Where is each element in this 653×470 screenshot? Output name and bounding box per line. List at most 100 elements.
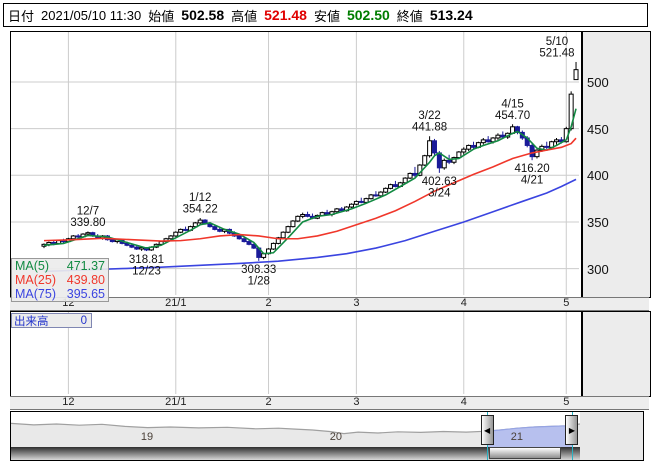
ma-line xyxy=(43,178,577,273)
x-tick-label: 12 xyxy=(62,396,75,408)
nav-left-handle-button[interactable]: ◀ xyxy=(480,415,494,445)
candle-body xyxy=(573,69,579,81)
annotation-text: 416.20 xyxy=(515,163,550,175)
annotation-text: 521.48 xyxy=(539,47,574,59)
ma25-legend-row: MA(25) 439.80 xyxy=(12,273,108,287)
annotation-text: 354.22 xyxy=(183,204,218,216)
candle-body xyxy=(134,246,140,250)
x-tick-label: 4 xyxy=(460,297,467,309)
candle-body xyxy=(207,223,213,228)
candle-body xyxy=(109,239,115,243)
x-axis-strip-main: 12 21/1 2 3 4 5 xyxy=(10,297,649,311)
nav-area xyxy=(11,423,580,447)
candle-body xyxy=(334,208,340,213)
volume-svg xyxy=(67,312,567,394)
x-tick-label: 2 xyxy=(265,396,272,408)
candle-body xyxy=(495,134,501,139)
ma75-value: 395.65 xyxy=(66,287,105,301)
volume-axis-panel xyxy=(582,311,651,397)
candle-body xyxy=(51,241,57,244)
annotation-text: 3/22 xyxy=(418,110,440,122)
nav-year-label: 21 xyxy=(510,431,523,443)
candle-body xyxy=(285,226,291,233)
navigator-filler xyxy=(580,412,643,460)
scrollbar-track[interactable] xyxy=(11,447,580,460)
ma25-name: MA(25) xyxy=(15,273,56,287)
candle-body xyxy=(192,222,198,228)
price-axis-panel: 500 450 400 350 300 xyxy=(582,31,651,298)
nav-selection-area xyxy=(487,424,573,447)
candle-body xyxy=(305,213,311,217)
candle-body xyxy=(392,184,398,188)
candle-body xyxy=(270,242,276,250)
candle-body xyxy=(300,213,306,217)
candle-body xyxy=(471,144,477,148)
x-tick-label: 2 xyxy=(265,297,272,309)
candle-body xyxy=(407,172,413,179)
navigator-svg xyxy=(11,422,580,447)
volume-value: 0 xyxy=(80,314,87,327)
candle-body xyxy=(280,231,286,239)
candle-body xyxy=(75,235,81,238)
high-label: 高値 xyxy=(231,8,258,24)
candle-body xyxy=(373,194,379,197)
annotation-text: 12/23 xyxy=(132,266,161,278)
candle-body xyxy=(275,237,281,244)
candle-body xyxy=(85,232,91,235)
candle-body xyxy=(168,235,174,240)
candle-body xyxy=(368,194,374,200)
ma75-legend-row: MA(75) 395.65 xyxy=(12,287,108,301)
annotation-text: 441.88 xyxy=(412,122,447,134)
x-axis-strip-volume: 12 21/1 2 3 4 5 xyxy=(10,396,649,410)
annotation-text: 1/12 xyxy=(189,192,211,204)
candle-body xyxy=(500,134,506,138)
x-tick-label: 21/1 xyxy=(165,297,187,309)
candle-body xyxy=(339,208,345,212)
candle-body xyxy=(461,148,467,153)
ma5-value: 471.37 xyxy=(66,259,105,273)
candle-body xyxy=(446,159,452,163)
candle-body xyxy=(466,144,472,150)
candle-body xyxy=(236,235,242,240)
ma-legend: MA(5) 471.37 MA(25) 439.80 MA(75) 395.65 xyxy=(11,258,109,302)
price-tick-label: 450 xyxy=(587,121,609,137)
price-tick-label: 400 xyxy=(587,168,609,184)
candle-body xyxy=(431,140,437,154)
annotation-text: 339.80 xyxy=(70,217,105,229)
candle-body xyxy=(290,220,296,228)
left-arrow-icon: ◀ xyxy=(483,425,491,435)
open-value: 502.58 xyxy=(181,7,225,23)
x-tick-label: 5 xyxy=(563,297,570,309)
candle-body xyxy=(441,159,447,169)
nav-right-handle-button[interactable]: ▶ xyxy=(565,415,579,445)
candle-body xyxy=(241,238,247,243)
scrollbar-thumb[interactable] xyxy=(488,447,562,459)
right-arrow-icon: ▶ xyxy=(568,425,576,435)
date-label: 日付 xyxy=(8,8,35,24)
annotation-text: 1/28 xyxy=(248,275,270,287)
candle-body xyxy=(295,215,301,222)
annotation-text: 4/21 xyxy=(521,175,543,187)
candle-body xyxy=(358,200,364,203)
candle-body xyxy=(412,172,418,176)
ma75-name: MA(75) xyxy=(15,287,56,301)
annotation-text: 318.81 xyxy=(129,254,164,266)
x-tick-label: 21/1 xyxy=(165,396,187,408)
candle-body xyxy=(349,203,355,208)
candle-body xyxy=(534,149,540,158)
high-value: 521.48 xyxy=(264,7,307,23)
candle-body xyxy=(70,235,76,240)
candle-body xyxy=(197,219,203,224)
candle-body xyxy=(554,139,560,143)
nav-year-label: 20 xyxy=(329,431,343,443)
candlestick-chart: 12/7 339.80 318.81 12/23 1/12 354.22 308.33 1/2… xyxy=(10,31,582,298)
candle-body xyxy=(139,247,145,250)
candle-body xyxy=(427,140,433,157)
x-tick-label: 5 xyxy=(563,396,570,408)
candle-body xyxy=(422,155,428,166)
annotation-text: 3/24 xyxy=(428,187,451,199)
date-value: 2021/05/10 11:30 xyxy=(41,7,142,23)
range-navigator: ◀ ▶ 19 20 21 xyxy=(10,411,644,461)
candle-body xyxy=(129,244,135,248)
